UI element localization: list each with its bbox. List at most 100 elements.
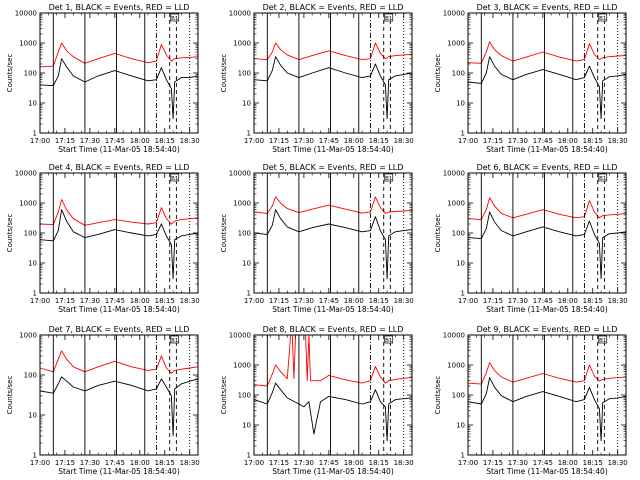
y-tick-label: 1000 (233, 362, 251, 370)
events-series-line (39, 209, 199, 280)
panel-det-8: 1 10 100 1000 10000 17:00 17:15 17:30 17:45 18:00… (220, 325, 414, 476)
y-tick-label: 1000 (233, 40, 251, 48)
y-tick-label: 10 (242, 422, 251, 430)
y-axis-label: Counts/sec (434, 214, 442, 253)
x-tick-label: 17:45 (105, 459, 125, 467)
x-tick-label: 17:45 (105, 137, 125, 145)
panel-det-3: 1 10 100 1000 10000 17:00 17:15 17:30 17:45 18:00… (434, 3, 628, 154)
annotation-box (598, 173, 608, 182)
annotation-label: B1 (171, 338, 178, 344)
y-tick-label: 100 (452, 392, 465, 400)
x-tick-label: 17:00 (30, 137, 50, 145)
annotation-label: B1 (599, 338, 606, 344)
y-tick-label: 10 (28, 260, 37, 268)
y-tick-label: 100 (452, 230, 465, 238)
x-tick-label: 17:30 (508, 297, 528, 305)
y-tick-label: 1 (247, 290, 251, 298)
y-tick-label: 10 (28, 100, 37, 108)
y-tick-label: 1 (33, 452, 37, 460)
panel-det-4: 1 10 100 1000 10000 17:00 17:15 17:30 17:45 18:00… (6, 163, 200, 314)
y-tick-label: 10000 (229, 170, 251, 178)
annotation-box (598, 13, 608, 22)
panel-det-5: 1 10 100 1000 10000 17:00 17:15 17:30 17:45 18:00… (220, 163, 414, 314)
x-tick-label: 17:00 (244, 459, 264, 467)
annotation-box (384, 173, 394, 182)
x-tick-label: 17:30 (508, 459, 528, 467)
annotation-box (170, 13, 180, 22)
x-tick-label: 18:30 (608, 137, 628, 145)
x-tick-label: 17:15 (483, 459, 503, 467)
panel-det-9: 1 10 100 1000 10000 17:00 17:15 17:30 17:45 18:00… (434, 325, 628, 476)
x-tick-label: 17:30 (294, 137, 314, 145)
lld-series-line (39, 42, 199, 68)
plot-frame (467, 12, 627, 134)
x-axis-label: Start Time (11-Mar-05 18:54:40) (486, 467, 608, 476)
annotation-label: B1 (385, 338, 392, 344)
y-tick-label: 100 (238, 392, 251, 400)
events-series-line (253, 56, 413, 120)
x-tick-label: 17:45 (533, 297, 553, 305)
x-tick-label: 18:30 (608, 459, 628, 467)
y-tick-label: 10000 (229, 10, 251, 18)
panel-det-7: 1 10 100 1000 17:00 17:15 17:30 17:45 18:00 18:15… (6, 325, 200, 476)
annotation-label: B1 (599, 16, 606, 22)
x-axis-label: Start Time (11-Mar-05 18:54:40) (272, 145, 394, 154)
x-tick-label: 17:30 (294, 459, 314, 467)
lld-series-line (467, 41, 627, 64)
y-tick-label: 10000 (229, 332, 251, 340)
y-tick-label: 100 (452, 70, 465, 78)
x-tick-label: 17:45 (105, 297, 125, 305)
events-series-line (39, 58, 199, 120)
x-tick-label: 18:00 (558, 297, 578, 305)
x-tick-label: 17:30 (508, 137, 528, 145)
y-tick-label: 10000 (15, 170, 37, 178)
x-tick-label: 17:15 (269, 137, 289, 145)
x-tick-label: 18:00 (130, 297, 150, 305)
x-tick-label: 18:00 (130, 459, 150, 467)
x-axis-label: Start Time (11-Mar-05 18:54:40) (486, 145, 608, 154)
y-axis-label: Counts/sec (6, 54, 14, 93)
plot-frame (39, 334, 199, 456)
annotation-label: B1 (599, 176, 606, 182)
y-tick-label: 10 (242, 100, 251, 108)
events-series-line (467, 377, 627, 442)
x-tick-label: 18:00 (558, 459, 578, 467)
y-tick-label: 100 (24, 372, 37, 380)
x-tick-label: 18:15 (155, 459, 175, 467)
y-tick-label: 1000 (19, 200, 37, 208)
x-tick-label: 17:15 (483, 137, 503, 145)
x-tick-label: 18:30 (394, 297, 414, 305)
panel-title: Det 4, BLACK = Events, RED = LLD (49, 163, 190, 172)
y-tick-label: 10 (456, 422, 465, 430)
x-tick-label: 17:45 (319, 137, 339, 145)
x-tick-label: 18:15 (583, 137, 603, 145)
x-tick-label: 18:15 (155, 297, 175, 305)
x-tick-label: 17:15 (55, 137, 75, 145)
x-tick-label: 17:30 (294, 297, 314, 305)
x-tick-label: 18:00 (344, 459, 364, 467)
x-tick-label: 17:15 (269, 297, 289, 305)
panel-title: Det 7, BLACK = Events, RED = LLD (49, 325, 190, 334)
x-tick-label: 17:15 (55, 297, 75, 305)
x-tick-label: 17:15 (55, 459, 75, 467)
y-tick-label: 100 (238, 230, 251, 238)
y-tick-label: 100 (24, 230, 37, 238)
x-tick-label: 18:30 (180, 297, 200, 305)
panel-title: Det 5, BLACK = Events, RED = LLD (263, 163, 404, 172)
x-tick-label: 17:00 (458, 459, 478, 467)
y-axis-label: Counts/sec (220, 376, 228, 415)
lld-series-line (253, 42, 413, 61)
y-tick-label: 10000 (15, 10, 37, 18)
x-tick-label: 18:15 (583, 459, 603, 467)
x-axis-label: Start Time (11-Mar-05 18:54:40) (486, 305, 608, 314)
plot-frame (39, 172, 199, 294)
y-axis-label: Counts/sec (434, 54, 442, 93)
panel-det-2: 1 10 100 1000 10000 17:00 17:15 17:30 17:45 18:00… (220, 3, 414, 154)
x-tick-label: 18:30 (180, 459, 200, 467)
x-axis-label: Start Time (11-Mar-05 18:54:40) (272, 467, 394, 476)
y-axis-label: Counts/sec (6, 376, 14, 415)
x-tick-label: 17:00 (244, 137, 264, 145)
events-series-line (253, 382, 413, 442)
x-tick-label: 17:00 (458, 297, 478, 305)
x-tick-label: 17:00 (244, 297, 264, 305)
